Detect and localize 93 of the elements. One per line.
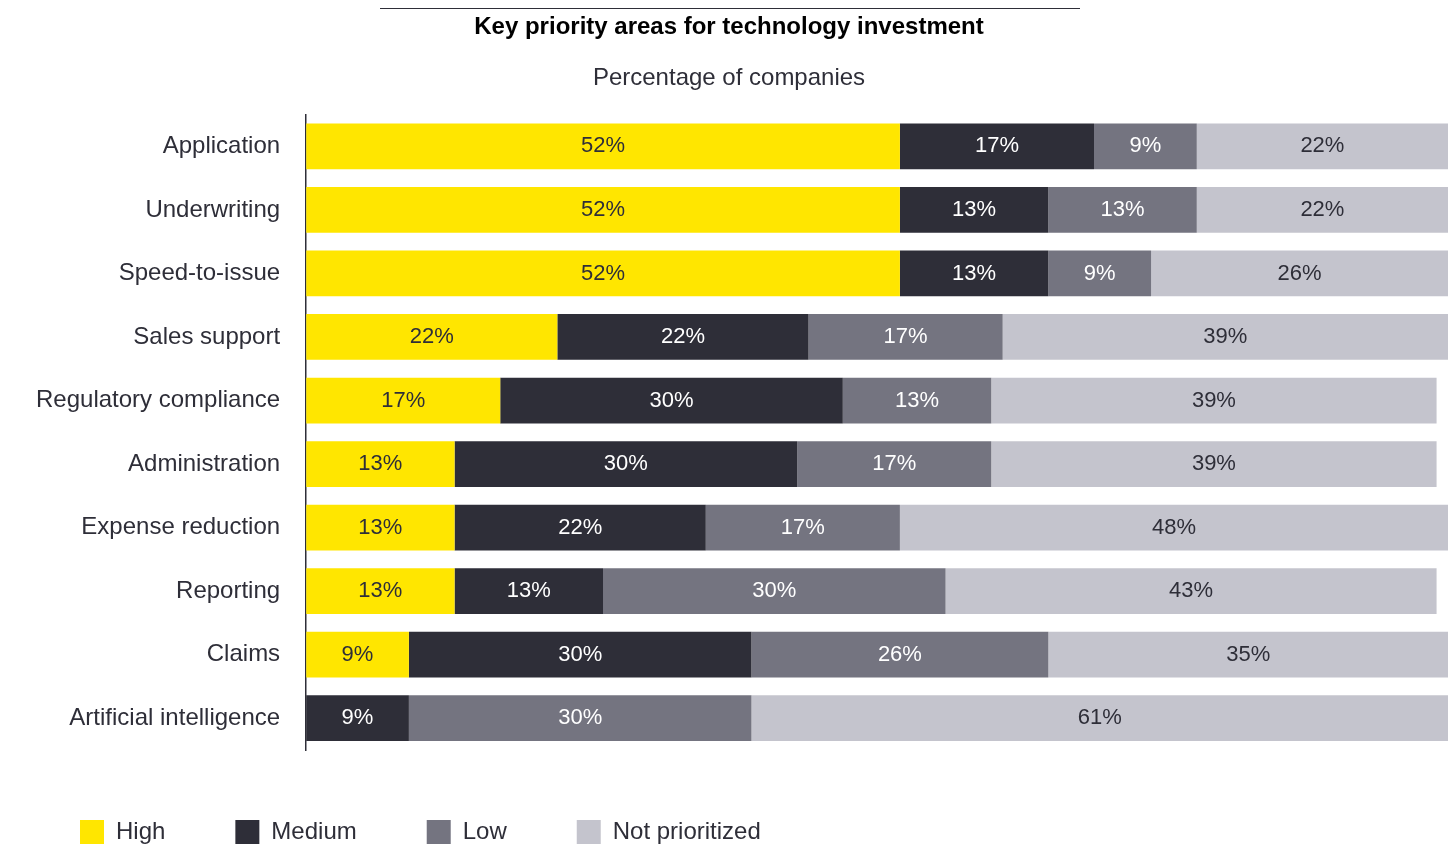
data-label: 13% [506,577,551,603]
data-label: 61% [1077,704,1122,730]
y-tick-label: Speed-to-issue [118,258,281,286]
bar [751,631,1049,678]
data-label: 43% [1169,577,1214,603]
bar [454,568,604,615]
data-label: 30% [752,577,797,603]
data-label: 9% [1083,259,1116,285]
bar [306,377,501,424]
chart-subtitle: Percentage of companies [592,62,866,90]
data-label: 13% [952,259,997,285]
data-label: 48% [1151,513,1196,539]
bar [899,123,1095,170]
bar [842,377,992,424]
data-label: 13% [358,450,403,476]
bar [1048,187,1197,233]
bar [408,631,752,678]
bar [454,504,706,551]
bar [306,250,900,297]
bar [751,695,1448,742]
y-tick-label: Sales support [133,321,281,349]
data-label: 26% [877,640,922,666]
data-label: 26% [1277,259,1322,285]
y-tick-label: Claims [206,639,281,667]
data-label: 52% [580,195,626,221]
data-label: 13% [358,513,403,539]
data-label: 17% [872,450,917,476]
bar [306,568,455,615]
data-label: 22% [409,323,454,349]
bar [1094,123,1197,170]
bar [899,250,1049,297]
data-label: 22% [660,323,705,349]
bar [899,187,1049,233]
data-label: 9% [341,640,374,666]
data-label: 13% [358,577,403,603]
y-tick-label: Reporting [176,575,281,603]
bar [991,441,1437,487]
data-label: 13% [1100,195,1145,221]
y-tick-label: Expense reduction [81,512,281,540]
bar [1048,250,1152,297]
data-label: 22% [558,513,603,539]
data-label: 9% [1129,132,1162,158]
legend-label: Medium [271,816,357,844]
bar [1002,314,1448,360]
bar [408,695,752,742]
data-label: 30% [603,450,648,476]
data-label: 13% [952,195,997,221]
data-label: 52% [580,259,626,285]
chart-title: Key priority areas for technology investment [474,12,984,40]
data-label: 17% [780,513,825,539]
bar [557,314,809,360]
data-label: 39% [1191,450,1236,476]
bar [306,631,409,678]
y-tick-label: Artificial intelligence [69,702,281,730]
data-label: 35% [1226,640,1271,666]
data-label: 9% [341,704,374,730]
bar [797,441,992,487]
bar [306,441,455,487]
bar [899,504,1448,551]
data-label: 30% [558,640,603,666]
legend-label: Not prioritized [612,816,761,844]
y-tick-label: Regulatory compliance [36,385,281,413]
bar [306,123,900,170]
bar [306,187,900,233]
bar [1196,187,1448,233]
bar [1196,123,1448,170]
bar [306,504,455,551]
data-label: 22% [1300,195,1345,221]
y-tick-label: Underwriting [145,194,281,222]
data-label: 17% [883,323,928,349]
bar [705,504,900,551]
data-label: 13% [895,386,940,412]
bar [1048,631,1448,678]
legend-label: Low [462,816,508,844]
bar [945,568,1437,615]
data-label: 30% [558,704,603,730]
bar [500,377,843,424]
data-label: 17% [974,132,1019,158]
legend-label: High [116,816,166,844]
data-label: 39% [1191,386,1236,412]
data-label: 22% [1300,132,1345,158]
bar [603,568,946,615]
y-tick-label: Application [162,130,281,158]
bar [808,314,1003,360]
bar [454,441,798,487]
data-label: 52% [580,132,626,158]
data-label: 39% [1203,323,1248,349]
y-tick-label: Administration [128,448,281,476]
bar [1151,250,1448,297]
data-label: 30% [649,386,694,412]
bar [991,377,1437,424]
data-label: 17% [381,386,426,412]
bar [306,314,558,360]
